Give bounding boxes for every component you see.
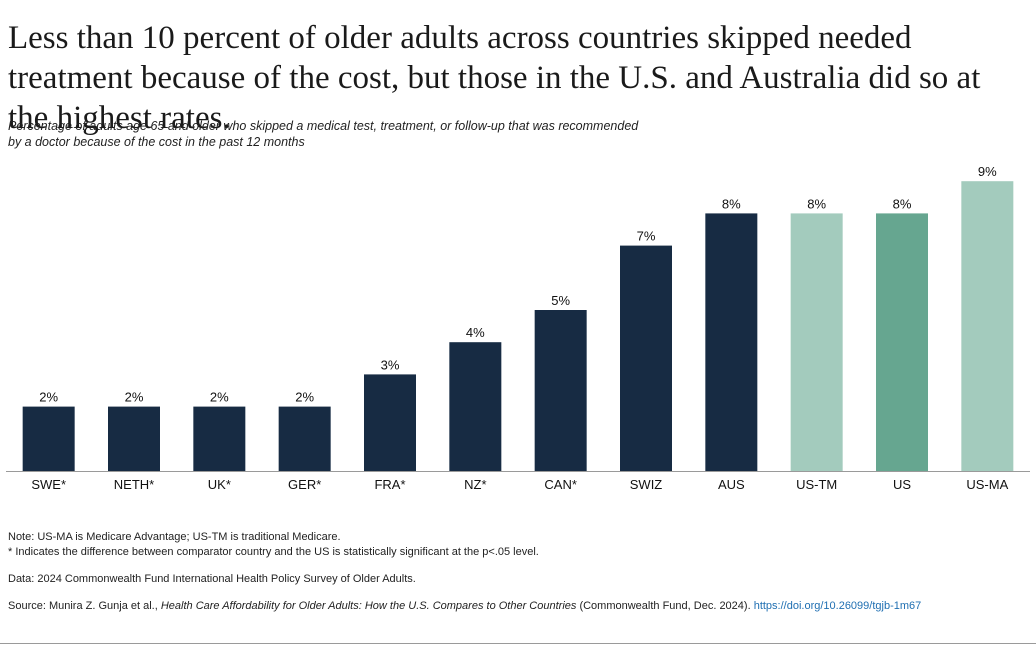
chart-subtitle: Percentage of adults age 65 and older wh… xyxy=(8,119,639,149)
x-tick-label: NETH* xyxy=(114,477,154,492)
data-label: 9% xyxy=(978,164,997,179)
notes-block: Note: US-MA is Medicare Advantage; US-TM… xyxy=(8,530,1028,614)
x-tick-label: GER* xyxy=(288,477,321,492)
bar-fra xyxy=(364,374,416,471)
bar-neth xyxy=(108,406,160,471)
note-data: Data: 2024 Commonwealth Fund Internation… xyxy=(8,573,416,585)
bar-nz xyxy=(449,342,502,471)
x-tick-label: CAN* xyxy=(544,477,577,492)
bar-ger xyxy=(278,406,331,471)
data-label: 8% xyxy=(807,196,826,211)
x-tick-label: US-TM xyxy=(796,477,837,492)
x-tick-label: US-MA xyxy=(966,477,1008,492)
bar-can xyxy=(534,310,587,471)
x-tick-label: FRA* xyxy=(374,477,405,492)
bar-us-ma xyxy=(961,181,1014,471)
data-label: 8% xyxy=(722,196,741,211)
x-tick-label: US xyxy=(893,477,911,492)
data-label: 2% xyxy=(39,390,58,405)
note-significance: * Indicates the difference between compa… xyxy=(8,546,539,558)
source-link[interactable]: https://doi.org/10.26099/tgjb-1m67 xyxy=(753,600,922,612)
chart-title: Less than 10 percent of older adults acr… xyxy=(8,20,981,136)
data-label: 7% xyxy=(637,229,656,244)
x-tick-label: AUS xyxy=(718,477,745,492)
source-title: Health Care Affordability for Older Adul… xyxy=(160,600,577,612)
data-label: 2% xyxy=(295,390,314,405)
source-prefix: Source: Munira Z. Gunja et al., xyxy=(8,600,161,612)
bar-uk xyxy=(193,406,246,471)
x-tick-label: NZ* xyxy=(464,477,486,492)
x-tick-label: SWE* xyxy=(31,477,66,492)
x-tick-label: SWIZ xyxy=(630,477,663,492)
data-label: 5% xyxy=(551,293,570,308)
data-label: 2% xyxy=(210,390,229,405)
data-label: 4% xyxy=(466,325,485,340)
data-label: 8% xyxy=(893,196,912,211)
note-medicare: Note: US-MA is Medicare Advantage; US-TM… xyxy=(8,531,341,543)
bar-aus xyxy=(705,213,758,471)
bar-chart: 2% SWE* 2% NETH* 2% UK* 2% GER* 3% FRA* 4% NZ* 5% CAN… xyxy=(6,164,1030,492)
bar-swe xyxy=(22,406,75,471)
bottom-rule xyxy=(0,643,1036,644)
x-tick-label: UK* xyxy=(208,477,231,492)
data-label: 2% xyxy=(125,390,144,405)
note-source: Source: Munira Z. Gunja et al., Health C… xyxy=(8,599,1028,614)
source-suffix: (Commonwealth Fund, Dec. 2024). xyxy=(576,600,754,612)
data-label: 3% xyxy=(381,357,400,372)
bar-us-tm xyxy=(790,213,843,471)
bar-swiz xyxy=(620,245,672,471)
bar-us xyxy=(876,213,928,471)
